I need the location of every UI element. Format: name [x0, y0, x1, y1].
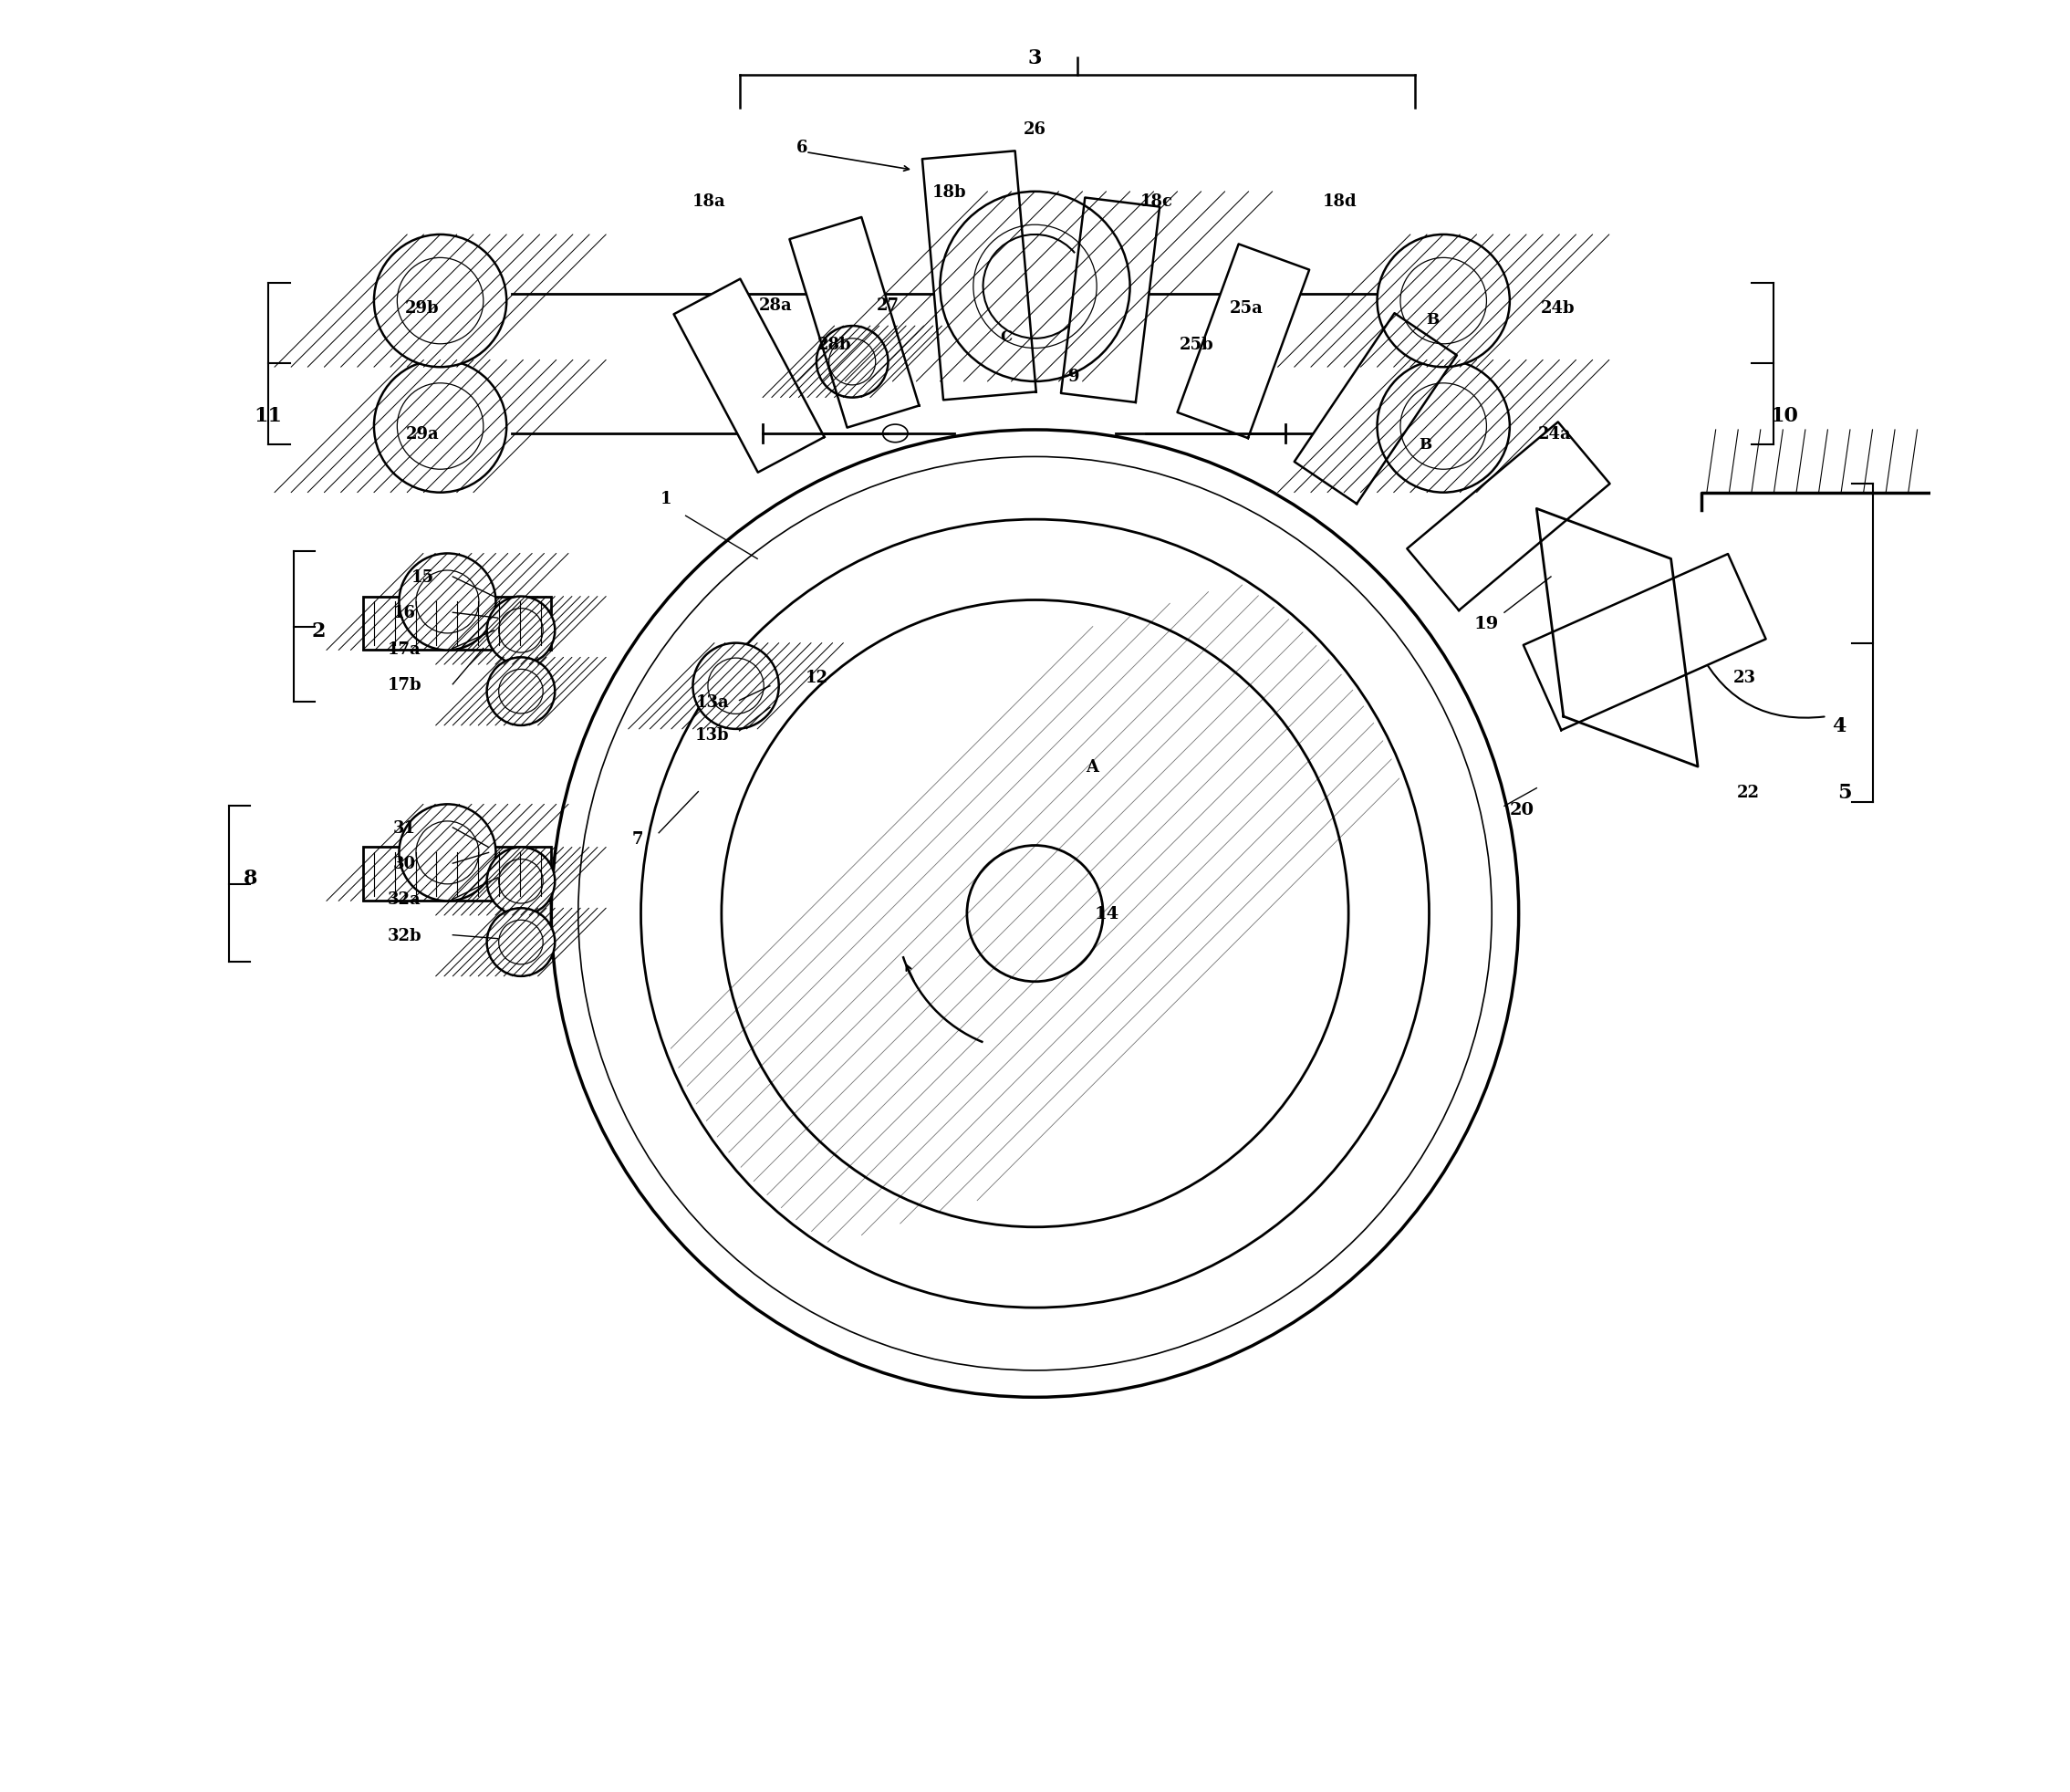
Text: 2: 2 [310, 622, 325, 642]
Text: 32a: 32a [387, 891, 420, 909]
Text: B: B [1426, 312, 1439, 328]
Text: 1: 1 [660, 491, 671, 507]
Text: 3: 3 [1029, 48, 1041, 68]
Polygon shape [789, 219, 919, 428]
Circle shape [967, 846, 1103, 982]
Bar [362, 597, 551, 650]
Polygon shape [1062, 199, 1159, 403]
Text: 23: 23 [1733, 670, 1755, 686]
Polygon shape [1408, 423, 1610, 611]
Polygon shape [1536, 509, 1697, 767]
Polygon shape [1294, 314, 1457, 504]
Text: 24a: 24a [1538, 426, 1571, 443]
Text: 5: 5 [1838, 781, 1853, 803]
Text: 6: 6 [797, 140, 807, 156]
Circle shape [693, 643, 778, 729]
Text: 26: 26 [1023, 122, 1047, 138]
Circle shape [816, 326, 888, 398]
Text: 11: 11 [255, 407, 282, 426]
Polygon shape [1524, 554, 1766, 731]
Text: 9: 9 [1068, 369, 1081, 385]
Text: 28a: 28a [758, 297, 793, 314]
Text: 22: 22 [1737, 783, 1760, 801]
Text: A: A [1087, 758, 1099, 776]
Text: 29a: 29a [406, 426, 439, 443]
Text: 31: 31 [393, 819, 416, 837]
Text: 18b: 18b [932, 185, 967, 201]
Text: 17b: 17b [387, 677, 422, 694]
Text: 25b: 25b [1180, 337, 1213, 353]
Text: 14: 14 [1095, 905, 1120, 923]
Polygon shape [1178, 246, 1310, 439]
Text: 8: 8 [244, 867, 257, 889]
Circle shape [722, 600, 1348, 1228]
Text: 30: 30 [393, 855, 416, 873]
Polygon shape [675, 280, 824, 473]
Circle shape [400, 554, 497, 650]
Text: 13a: 13a [696, 694, 729, 711]
Text: 10: 10 [1770, 407, 1799, 426]
Text: 18a: 18a [691, 194, 727, 210]
Circle shape [1377, 235, 1509, 367]
Circle shape [642, 520, 1428, 1308]
Circle shape [375, 235, 507, 367]
Circle shape [486, 909, 555, 977]
Text: 13b: 13b [696, 726, 731, 744]
Circle shape [375, 360, 507, 493]
Circle shape [486, 848, 555, 916]
Text: 27: 27 [878, 297, 900, 314]
Text: 20: 20 [1509, 801, 1534, 819]
Text: 28b: 28b [818, 337, 851, 353]
Circle shape [940, 192, 1130, 382]
Text: 7: 7 [631, 830, 644, 848]
Circle shape [400, 805, 497, 901]
Text: 29b: 29b [406, 301, 439, 317]
Text: 12: 12 [805, 670, 828, 686]
Bar [362, 848, 551, 901]
Text: 15: 15 [410, 570, 435, 586]
Polygon shape [923, 152, 1037, 401]
Text: 17a: 17a [387, 642, 420, 658]
Text: 25a: 25a [1230, 301, 1263, 317]
Text: 18d: 18d [1323, 194, 1356, 210]
Text: 18c: 18c [1141, 194, 1174, 210]
Text: C: C [1000, 330, 1012, 346]
Circle shape [486, 658, 555, 726]
Text: 4: 4 [1832, 715, 1846, 737]
Text: 19: 19 [1474, 616, 1499, 633]
Text: B: B [1420, 437, 1432, 453]
Text: 16: 16 [393, 606, 416, 622]
Circle shape [486, 597, 555, 665]
Text: 32b: 32b [387, 926, 422, 944]
Circle shape [1377, 360, 1509, 493]
Text: 24b: 24b [1540, 301, 1575, 317]
